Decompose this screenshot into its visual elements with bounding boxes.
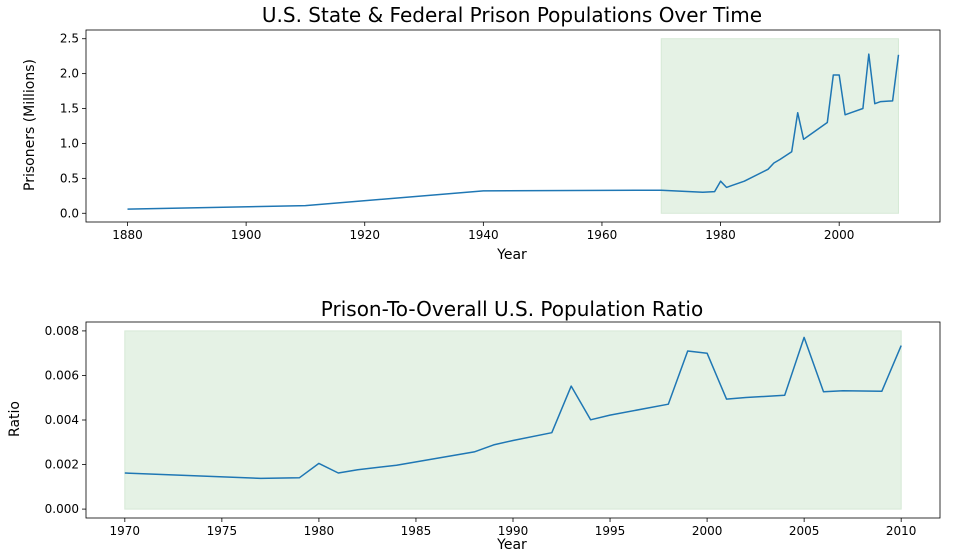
x-axis-ticks: 1880 1900 1920 1940 1960 1980 2000 xyxy=(112,222,854,242)
y-tick-label: 2.5 xyxy=(60,32,79,46)
y-tick-label: 1.5 xyxy=(60,102,79,116)
y-axis-ticks: 0.0 0.5 1.0 1.5 2.0 2.5 xyxy=(60,32,86,220)
chart-title: Prison-To-Overall U.S. Population Ratio xyxy=(321,297,703,321)
x-tick-label: 2010 xyxy=(886,524,917,538)
y-tick-label: 0.5 xyxy=(60,171,79,185)
y-tick-label: 0.000 xyxy=(45,502,79,516)
x-tick-label: 1900 xyxy=(231,228,262,242)
x-tick-label: 1990 xyxy=(498,524,529,538)
y-axis-label: Prisoners (Millions) xyxy=(22,59,38,191)
x-tick-label: 1960 xyxy=(587,228,618,242)
x-tick-label: 1880 xyxy=(112,228,143,242)
series-line xyxy=(127,53,900,210)
y-tick-label: 0.008 xyxy=(45,324,79,338)
prison-ratio-chart: Prison-To-Overall U.S. Population Ratio … xyxy=(7,297,941,553)
data-points xyxy=(124,337,902,479)
y-axis-ticks: 0.000 0.002 0.004 0.006 0.008 xyxy=(45,324,86,516)
x-axis-label: Year xyxy=(496,537,527,553)
x-tick-label: 1975 xyxy=(207,524,238,538)
y-tick-label: 1.0 xyxy=(60,136,79,150)
x-axis-ticks: 1970 1975 1980 1985 1990 1995 2000 2005 2010 xyxy=(110,518,917,538)
chart-title: U.S. State & Federal Prison Populations … xyxy=(262,3,762,27)
y-tick-label: 0.004 xyxy=(45,413,79,427)
x-axis-label: Year xyxy=(496,247,527,263)
highlight-band xyxy=(660,38,899,214)
x-tick-label: 1940 xyxy=(468,228,499,242)
x-tick-label: 2000 xyxy=(692,524,723,538)
y-axis-label: Ratio xyxy=(7,401,23,437)
plot-frame xyxy=(85,29,941,223)
x-tick-label: 2000 xyxy=(824,228,855,242)
x-tick-label: 1970 xyxy=(110,524,141,538)
x-tick-label: 1920 xyxy=(349,228,380,242)
x-tick-label: 2005 xyxy=(789,524,820,538)
plot-frame xyxy=(85,321,941,519)
y-tick-label: 0.002 xyxy=(45,458,79,472)
x-tick-label: 1980 xyxy=(304,524,335,538)
y-tick-label: 0.006 xyxy=(45,368,79,382)
data-points xyxy=(127,53,899,210)
x-tick-label: 1980 xyxy=(705,228,736,242)
y-tick-label: 2.0 xyxy=(60,67,79,81)
x-tick-label: 1995 xyxy=(595,524,626,538)
y-tick-label: 0.0 xyxy=(60,206,79,220)
prison-population-chart: U.S. State & Federal Prison Populations … xyxy=(22,3,941,263)
highlight-band xyxy=(124,330,902,510)
x-tick-label: 1985 xyxy=(401,524,432,538)
